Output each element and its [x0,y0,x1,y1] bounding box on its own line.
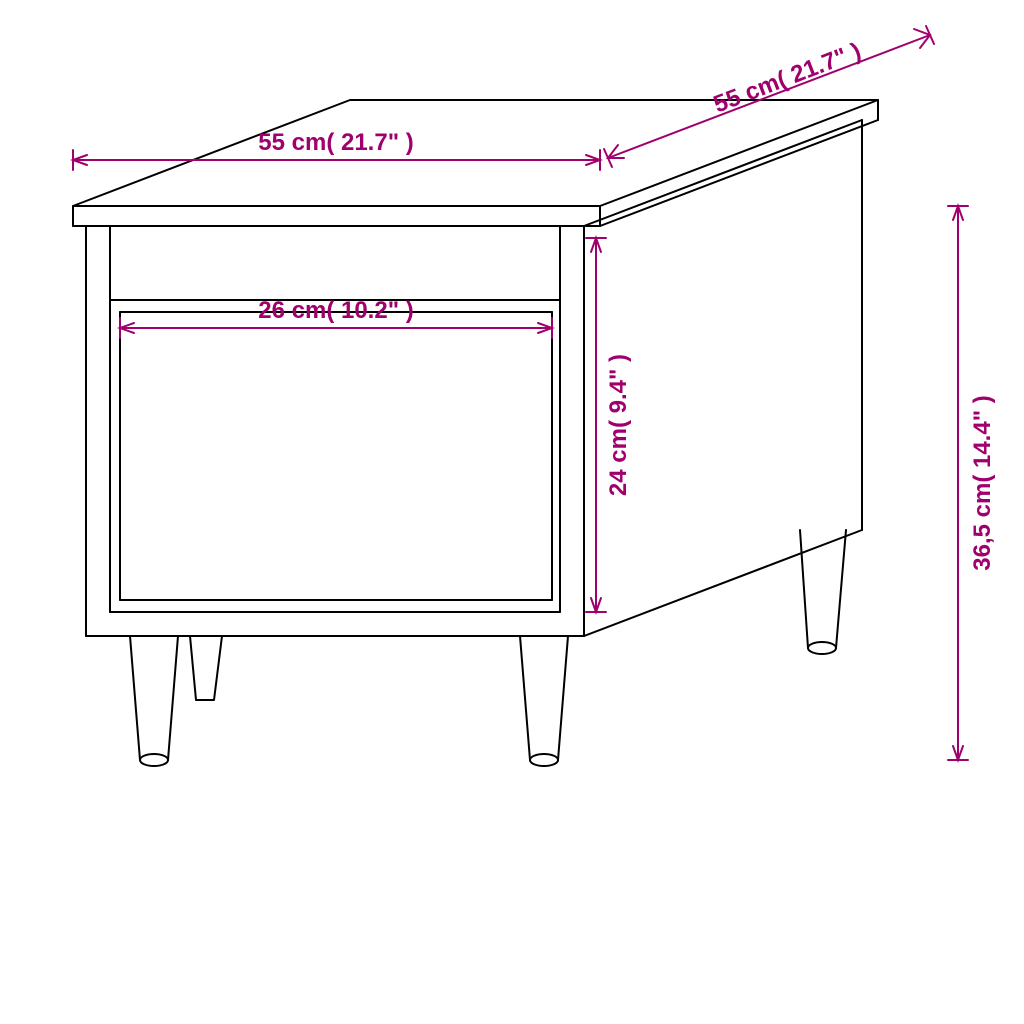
label-width-front: 55 cm( 21.7" ) [258,129,413,156]
dimension-labels: 55 cm( 21.7" ) 55 cm( 21.7" ) 26 cm( 10.… [258,38,996,571]
dimension-diagram: 55 cm( 21.7" ) 55 cm( 21.7" ) 26 cm( 10.… [0,0,1024,1024]
label-width-depth: 55 cm( 21.7" ) [710,38,865,119]
label-total-height: 36,5 cm( 14.4" ) [969,395,996,570]
label-door-height: 24 cm( 9.4" ) [605,354,632,496]
furniture-outline [73,100,878,766]
label-drawer-width: 26 cm( 10.2" ) [258,297,413,324]
dim-door-height [586,238,606,612]
dim-total-height [948,206,968,760]
